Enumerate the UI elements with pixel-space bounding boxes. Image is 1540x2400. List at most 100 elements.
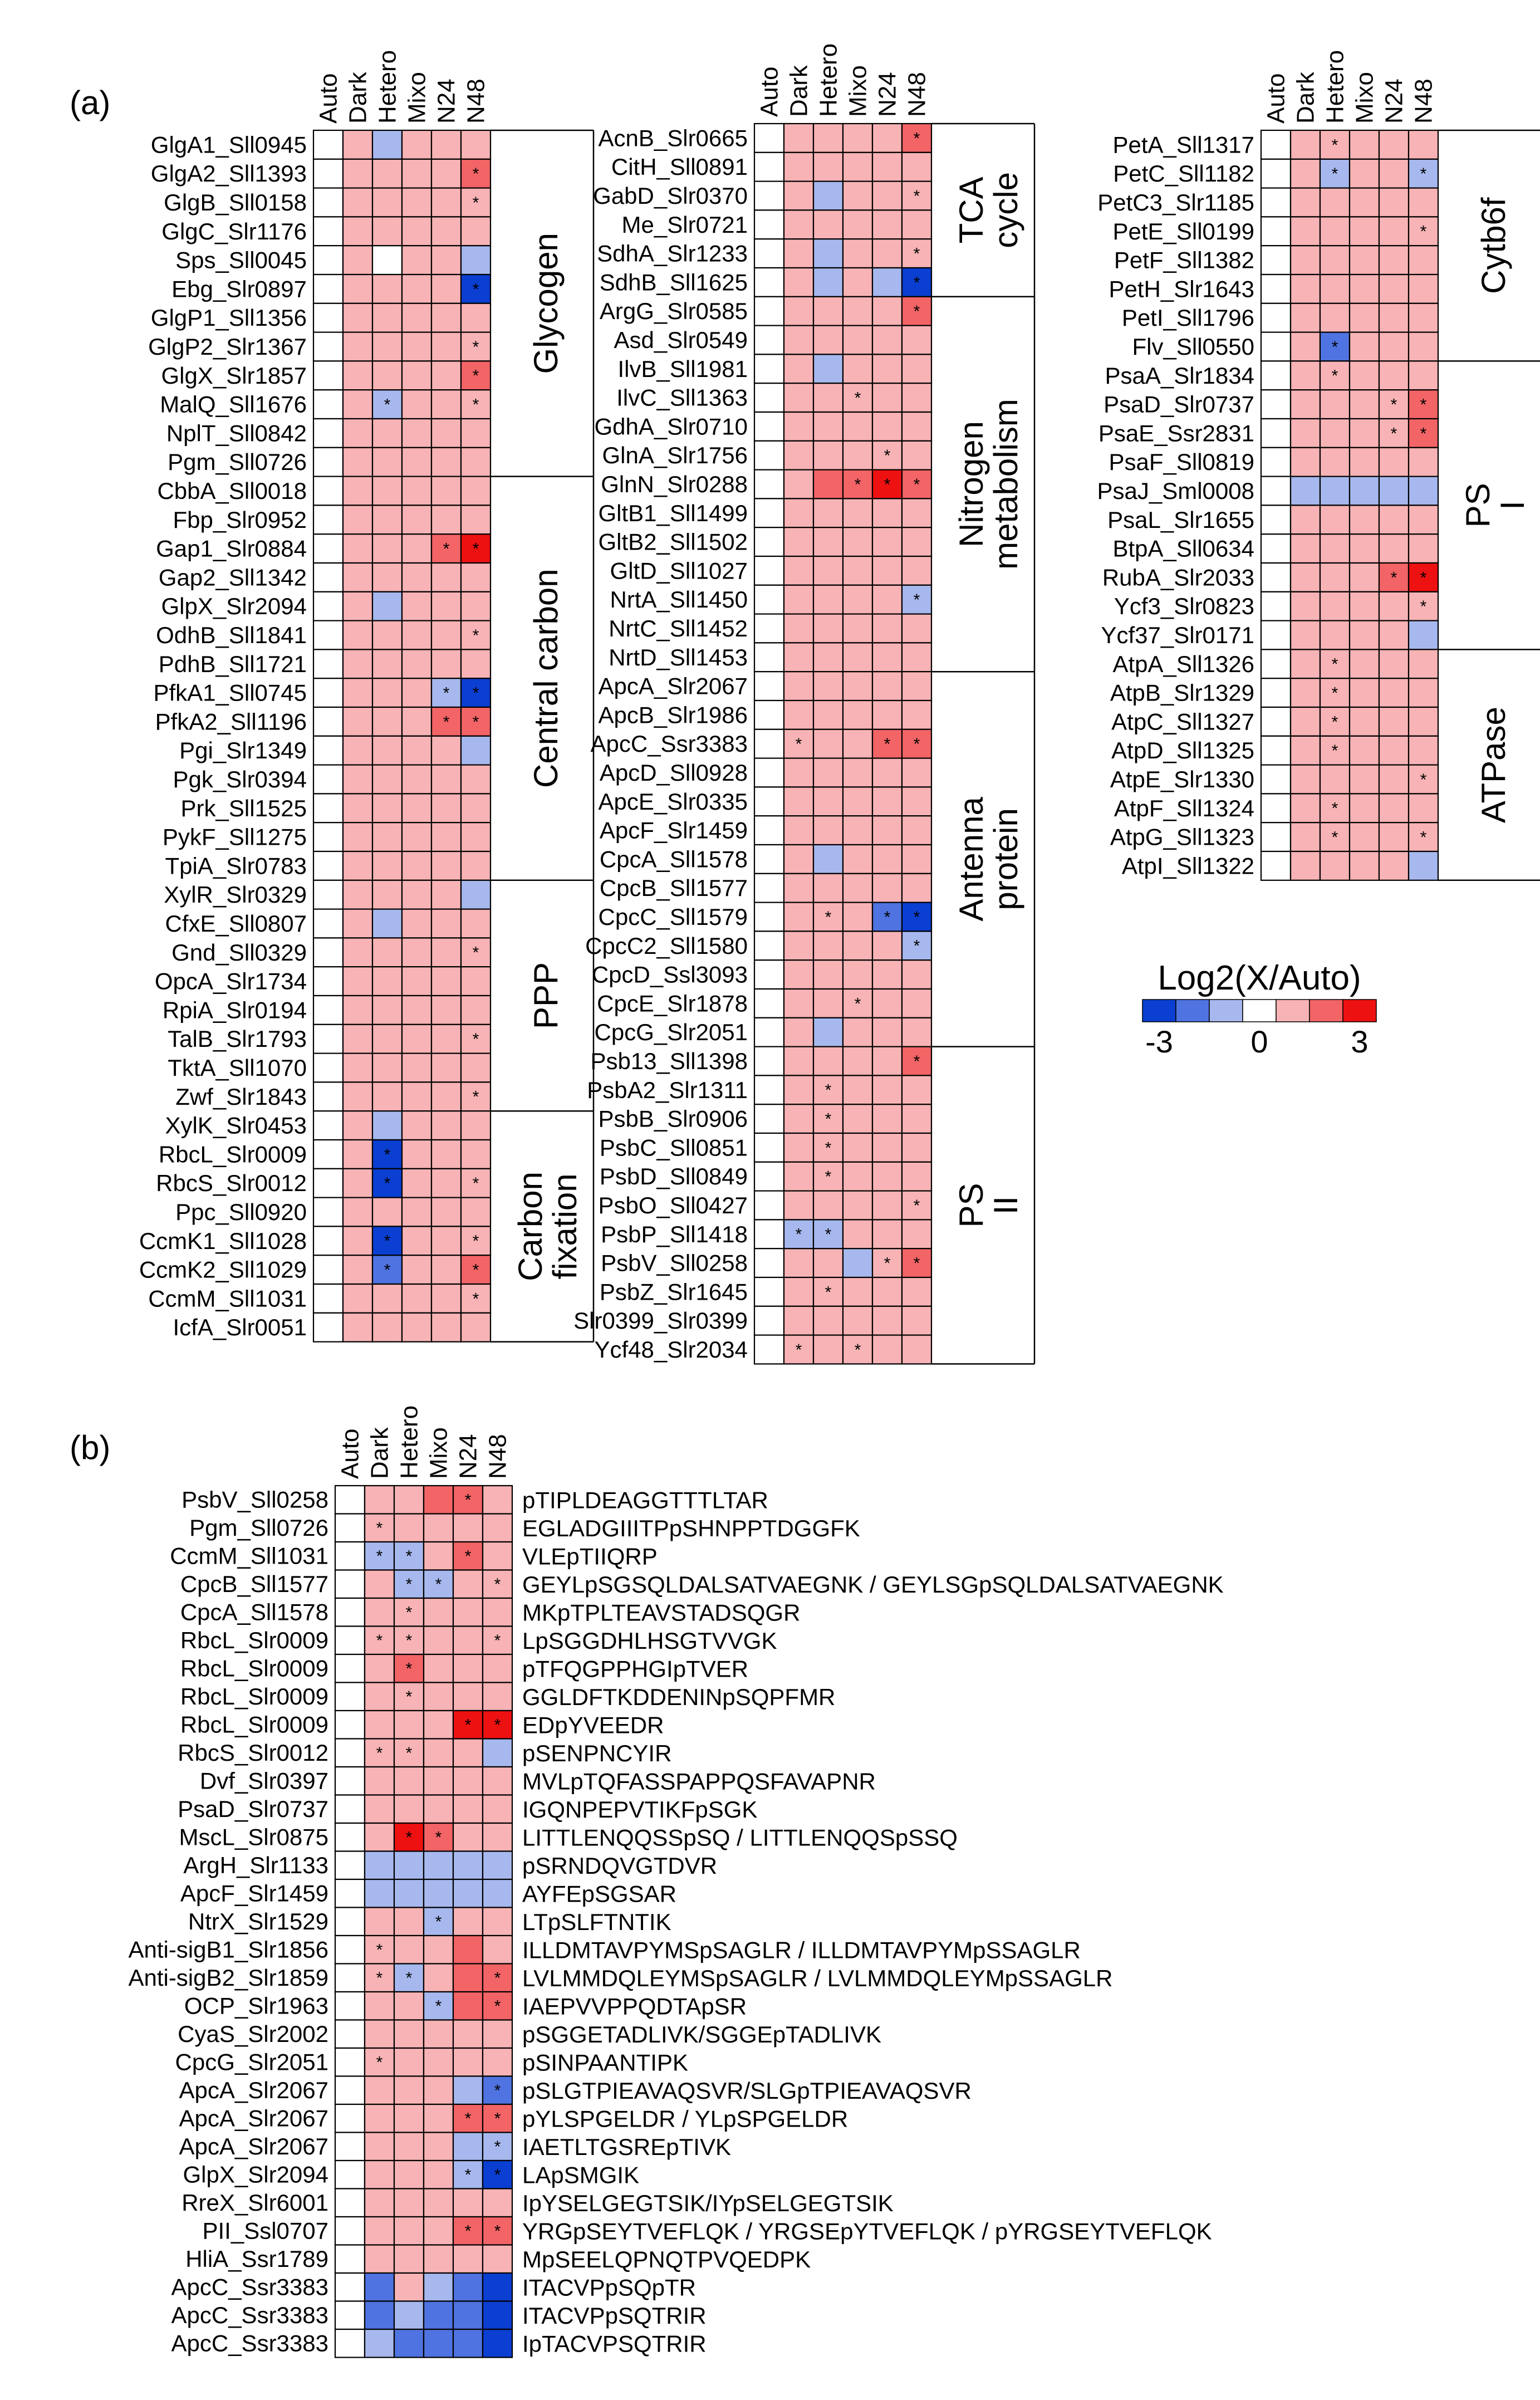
- group-label: PPP: [527, 962, 565, 1029]
- heatmap-cell: [401, 879, 433, 910]
- heatmap-cell: [393, 1513, 425, 1543]
- significance-marker: *: [406, 1744, 413, 1762]
- heatmap-cell: [1407, 620, 1439, 650]
- heatmap-cell: [842, 815, 874, 846]
- row-label: CyaS_Slr2002: [178, 2021, 328, 2047]
- row-label: IcfA_Slr0051: [173, 1314, 307, 1340]
- heatmap-cell: [1407, 850, 1439, 881]
- heatmap-cell: [364, 1485, 395, 1515]
- significance-marker: *: [825, 1081, 832, 1100]
- heatmap-cell: [1348, 418, 1380, 448]
- heatmap-cell: [452, 1597, 484, 1627]
- heatmap-cell: [482, 2103, 513, 2133]
- heatmap-cell: [312, 273, 344, 304]
- heatmap-cell: [753, 786, 785, 817]
- significance-marker: *: [376, 1744, 383, 1762]
- heatmap-cell: [842, 151, 874, 182]
- row-label: CpcE_Slr1878: [597, 990, 748, 1016]
- heatmap-cell: [430, 1168, 462, 1198]
- heatmap-cell: [482, 2075, 513, 2105]
- heatmap-cell: [393, 1569, 425, 1599]
- heatmap-cell: [312, 360, 344, 391]
- heatmap-cell: [364, 1625, 395, 1655]
- heatmap-cell: [1348, 620, 1380, 650]
- significance-marker: *: [443, 713, 450, 731]
- heatmap-cell: [393, 2103, 425, 2133]
- heatmap-cell: [1289, 850, 1321, 881]
- heatmap-cell: [1378, 793, 1410, 824]
- row-label: NtrX_Slr1529: [188, 1908, 328, 1934]
- heatmap-cell: [1260, 302, 1292, 333]
- row-label: GlgC_Slr1176: [161, 218, 307, 244]
- row-label: Ppc_Sll0920: [175, 1199, 307, 1225]
- heatmap-cell: [371, 273, 403, 304]
- row-label: Ebg_Slr0897: [171, 276, 307, 302]
- heatmap-cell: [842, 1132, 874, 1163]
- row-label: CpcC_Sll1579: [599, 904, 748, 930]
- row-label: PetC3_Slr1185: [1097, 189, 1254, 215]
- heatmap-cell: [452, 1766, 484, 1796]
- heatmap-cell: [783, 786, 815, 817]
- heatmap-cell: [452, 1850, 484, 1880]
- heatmap-cell: [482, 1794, 513, 1824]
- heatmap-cell: [460, 447, 492, 477]
- significance-marker: *: [1332, 684, 1338, 702]
- heatmap-cell: [783, 527, 815, 557]
- heatmap-cell: [312, 908, 344, 939]
- row-label: PsaF_Sll0819: [1109, 449, 1255, 475]
- heatmap-cell: [1348, 245, 1380, 276]
- heatmap-cell: [393, 1822, 425, 1852]
- heatmap-cell: [371, 706, 403, 737]
- heatmap-cell: [783, 325, 815, 355]
- significance-marker: *: [914, 908, 920, 927]
- heatmap-cell: [423, 2159, 454, 2190]
- heatmap-cell: [423, 2244, 454, 2274]
- significance-marker: *: [384, 1145, 391, 1164]
- heatmap-cell: [783, 613, 815, 644]
- heatmap-cell: [783, 815, 815, 846]
- heatmap-cell: [393, 1541, 425, 1571]
- significance-marker: *: [884, 1254, 891, 1272]
- heatmap-cell: [342, 649, 374, 679]
- heatmap-cell: [901, 613, 933, 644]
- significance-marker: *: [855, 476, 861, 494]
- heatmap-cell: [812, 757, 844, 788]
- heatmap-cell: [1348, 533, 1380, 564]
- heatmap-cell: [901, 383, 933, 413]
- heatmap-cell: [460, 1081, 492, 1112]
- heatmap-cell: [783, 873, 815, 903]
- heatmap-cell: [452, 2244, 484, 2274]
- heatmap-cell: [753, 180, 785, 211]
- significance-marker: *: [376, 1519, 383, 1537]
- row-label: RbcS_Slr0012: [156, 1170, 307, 1196]
- heatmap-cell: [871, 267, 903, 297]
- heatmap-cell: [482, 2159, 513, 2190]
- heatmap-cell: [1348, 591, 1380, 621]
- heatmap-cell: [901, 1276, 933, 1307]
- peptide-sequence: EDpYVEEDR: [522, 1712, 664, 1738]
- row-label: ApcA_Slr2067: [179, 2105, 328, 2131]
- heatmap-cell: [753, 1334, 785, 1365]
- peptide-sequence: YRGpSEYTVEFLQK / YRGSEpYTVEFLQK / pYRGSE…: [522, 2218, 1212, 2244]
- heatmap-cell: [401, 1168, 433, 1198]
- row-label: GlgP1_Sll1356: [151, 305, 307, 331]
- heatmap-cell: [371, 591, 403, 621]
- heatmap-cell: [901, 209, 933, 240]
- heatmap-cell: [342, 187, 374, 218]
- significance-marker: *: [473, 684, 479, 702]
- heatmap-cell: [401, 1255, 433, 1285]
- row-label: GltB2_Sll1502: [598, 529, 748, 555]
- heatmap-cell: [342, 505, 374, 535]
- heatmap-cell: [783, 1161, 815, 1192]
- significance-marker: *: [1420, 771, 1427, 789]
- heatmap-cell: [812, 1046, 844, 1076]
- heatmap-cell: [1260, 562, 1292, 592]
- heatmap-cell: [371, 302, 403, 333]
- row-label: Prk_Sll1525: [181, 795, 307, 821]
- peptide-sequence: IAEPVVPPQDTApSR: [522, 1993, 747, 2019]
- row-label: HliA_Ssr1789: [185, 2246, 328, 2272]
- heatmap-cell: [430, 129, 462, 160]
- significance-marker: *: [884, 908, 891, 927]
- heatmap-cell: [1407, 273, 1439, 304]
- heatmap-cell: [430, 1052, 462, 1083]
